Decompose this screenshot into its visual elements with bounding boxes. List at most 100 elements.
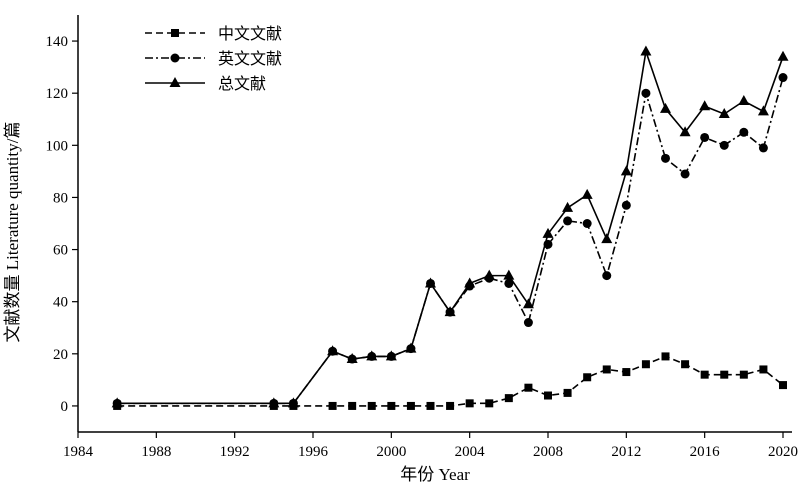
series-chinese-point [544,391,552,400]
series-total-point [503,269,515,280]
series-chinese-point [641,360,650,369]
series-chinese-line [117,355,784,407]
series-english-point [661,153,670,163]
legend-label: 英文文献 [218,50,282,68]
series-total-point [425,277,436,288]
series-english-point [739,127,749,137]
x-tick-label: 2000 [376,444,406,460]
y-axis-title: 文献数量 Literature quantity/篇 [3,122,22,343]
series-total-point [757,105,769,116]
x-axis-title: 年份 Year [400,465,470,484]
series-chinese [113,352,787,410]
series-total-point [679,126,691,137]
y-tick-label: 80 [53,190,68,206]
series-total-point [738,95,750,106]
y-tick-label: 120 [46,86,69,102]
series-chinese-point [700,370,709,379]
y-tick-label: 140 [46,34,69,50]
series-english-point [563,216,573,226]
series-chinese-point [426,401,435,410]
series-english-point [504,278,514,288]
x-tick-label: 1988 [141,444,171,460]
series-total-point [562,201,574,212]
series-english-point [700,132,710,142]
legend-label: 总文献 [218,75,266,93]
legend-item-english: 英文文献 [145,50,282,68]
series-total-point [268,397,280,408]
series-total-point [601,233,613,244]
series-total-point [483,269,495,280]
series-chinese-point [465,399,474,408]
series-chinese-point [622,368,631,377]
axes [77,15,792,433]
series-total-point [444,306,456,317]
series-chinese-point [563,388,572,397]
series-english-point [602,271,612,281]
series-total-point [522,298,534,309]
series-total-point [699,100,711,111]
series-chinese-point [446,401,455,410]
x-tick-label: 2008 [533,444,563,460]
legend-marker [170,53,180,63]
axis-ticks: 1984 1988 1992 1996 2000 2004 2008 2012 2016 2020… [46,34,799,460]
series-english-point [778,73,788,83]
series-english-point [641,88,651,98]
series-total-point [464,277,476,288]
series-english-point [621,200,631,210]
series-total-point [777,50,789,61]
series-total-point [287,397,299,408]
series-chinese-point [681,360,690,369]
series-english-point [758,143,768,153]
series-chinese-point [387,401,396,410]
series-total-point [581,188,593,199]
series-total-point [542,227,554,238]
series-total-point [385,350,397,361]
series-chinese-point [759,365,768,374]
x-tick-label: 2004 [455,444,486,460]
y-tick-label: 0 [61,399,69,415]
series-total-line [117,51,784,405]
x-tick-label: 1984 [63,444,94,460]
series-chinese-point [524,383,533,392]
series-chinese-point [779,381,787,390]
series-total-point [718,108,730,119]
x-tick-label: 2020 [768,444,798,460]
series-chinese-point [367,401,376,410]
series-total-point [640,45,652,56]
series-chinese-point [661,352,670,361]
series-english-point [719,140,729,150]
series-total-point [660,102,671,113]
legend-item-chinese: 中文文献 [145,25,282,43]
series-chinese-point [348,401,357,410]
series-english-point [582,219,592,228]
legend-marker [169,77,181,87]
y-tick-label: 40 [53,295,68,311]
legend-label: 中文文献 [218,25,282,43]
series-chinese-point [583,373,592,382]
series-english [112,73,788,408]
series-english-point [680,169,690,179]
series-total-point [366,350,378,361]
x-tick-label: 2016 [690,444,721,460]
series-chinese-point [328,401,337,410]
x-tick-label: 1996 [298,444,329,460]
series-chinese-point [720,370,729,379]
series-english-line [117,77,784,405]
series-chinese-point [406,401,415,410]
legend-marker [171,29,179,37]
x-tick-label: 2012 [611,444,641,460]
y-tick-label: 60 [53,243,68,259]
series-chinese-point [485,399,494,408]
legend-item-total: 总文献 [145,75,266,93]
series-total-point [346,353,358,364]
y-tick-label: 100 [46,138,69,154]
series-total-point [327,345,339,356]
series-chinese-point [602,365,611,374]
series-chinese-point [504,394,513,403]
series-chinese-point [739,370,748,379]
series-total-point [620,165,632,176]
x-tick-label: 1992 [220,444,250,460]
series-total-point [405,342,417,353]
